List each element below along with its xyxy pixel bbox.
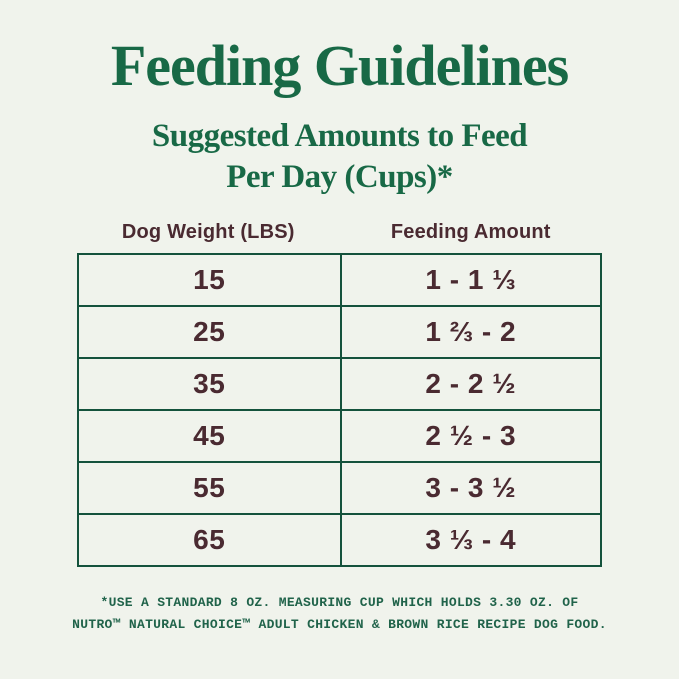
dog-weight-value: 25 bbox=[193, 315, 226, 347]
page-subtitle: Suggested Amounts to Feed Per Day (Cups)… bbox=[0, 116, 679, 199]
feeding-table: 15 1 - 1 ⅓ 25 1 ⅔ - 2 35 2 - 2 ½ 45 2 ½ … bbox=[77, 252, 602, 567]
table-row: 55 3 - 3 ½ bbox=[79, 462, 601, 515]
table-row: 45 2 ½ - 3 bbox=[79, 410, 601, 463]
footnote-line-2: NUTRO™ NATURAL CHOICE™ ADULT CHICKEN & B… bbox=[72, 617, 607, 633]
table-row: 35 2 - 2 ½ bbox=[79, 358, 601, 411]
dog-weight-value: 35 bbox=[193, 367, 226, 399]
table-row: 25 1 ⅔ - 2 bbox=[79, 306, 601, 359]
footnote-line-1: *USE A STANDARD 8 OZ. MEASURING CUP WHIC… bbox=[100, 594, 579, 610]
measuring-cup-footnote: *USE A STANDARD 8 OZ. MEASURING CUP WHIC… bbox=[0, 592, 679, 636]
feeding-amount-value: 2 ½ - 3 bbox=[339, 410, 601, 461]
dog-weight-value: 45 bbox=[193, 419, 226, 451]
column-header-dog-weight: Dog Weight (LBS) bbox=[121, 220, 295, 243]
dog-weight-value: 65 bbox=[193, 523, 226, 555]
table-row: 15 1 - 1 ⅓ bbox=[79, 254, 601, 307]
subtitle-line-1: Suggested Amounts to Feed bbox=[151, 117, 528, 154]
feeding-amount-value: 3 ⅓ - 4 bbox=[339, 514, 601, 565]
subtitle-line-2: Per Day (Cups)* bbox=[226, 159, 453, 196]
page-title: Feeding Guidelines bbox=[110, 33, 569, 98]
feeding-amount-value: 1 ⅔ - 2 bbox=[339, 306, 601, 357]
table-row: 65 3 ⅓ - 4 bbox=[79, 514, 601, 565]
table-column-headers: Dog Weight (LBS) Feeding Amount bbox=[77, 221, 602, 244]
feeding-amount-value: 3 - 3 ½ bbox=[339, 462, 601, 513]
dog-weight-value: 15 bbox=[193, 263, 226, 295]
feeding-amount-value: 1 - 1 ⅓ bbox=[339, 254, 601, 305]
column-header-feeding-amount: Feeding Amount bbox=[390, 220, 551, 243]
dog-weight-value: 55 bbox=[193, 471, 226, 503]
feeding-amount-value: 2 - 2 ½ bbox=[339, 358, 601, 409]
